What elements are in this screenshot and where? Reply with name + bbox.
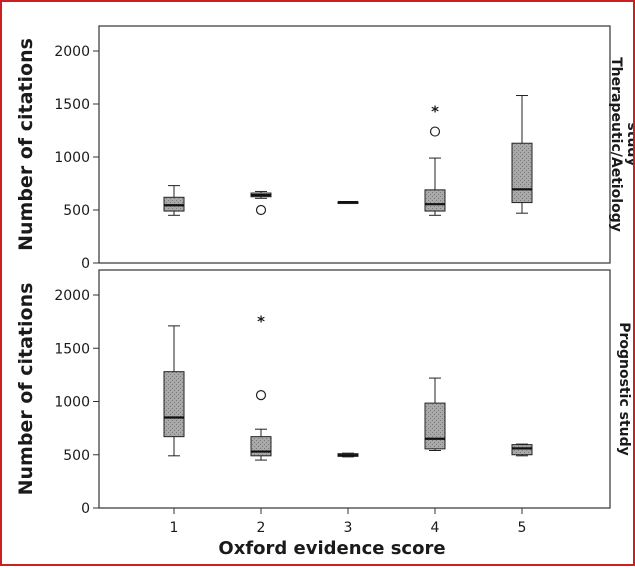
outlier-circle	[255, 204, 267, 216]
box-5	[511, 443, 533, 457]
y-tick-label: 500	[63, 203, 90, 219]
box-body	[511, 142, 533, 204]
y-axis-label: Number of citations	[15, 283, 37, 496]
y-tick-label: 2000	[54, 288, 90, 304]
box-body	[511, 444, 533, 456]
outlier-star: *	[431, 102, 439, 120]
box-3	[337, 452, 359, 458]
strip-label: study	[624, 122, 633, 166]
box-body	[163, 371, 185, 438]
x-tick-label: 1	[170, 520, 179, 536]
y-tick-label: 2000	[54, 44, 90, 60]
outlier-circle	[255, 390, 267, 401]
plot-area	[98, 25, 611, 264]
x-tick-label: 2	[257, 520, 266, 536]
box-3	[337, 200, 359, 205]
box-2	[250, 428, 272, 461]
y-tick-label: 1500	[54, 97, 90, 113]
y-tick-label: 0	[81, 501, 90, 517]
box-5	[511, 95, 533, 214]
box-4	[424, 157, 446, 216]
x-axis-label: Oxford evidence score	[218, 538, 445, 559]
box-1	[163, 325, 185, 457]
panel-2: 0 500 1000 1500 2000 Number of citations Progn…	[15, 269, 632, 536]
y-tick-label: 1000	[54, 150, 90, 166]
x-tick-label: 5	[518, 520, 527, 536]
strip-label: Prognostic study	[616, 322, 632, 456]
y-tick-label: 1500	[54, 341, 90, 357]
outlier-star: *	[257, 313, 265, 331]
strip-label: Therapeutic/Aetiology	[608, 57, 624, 232]
y-tick-label: 500	[63, 448, 90, 464]
panel-1: 0 500 1000 1500 2000 Number of citations Thera…	[15, 25, 635, 272]
y-axis-label: Number of citations	[15, 38, 37, 251]
x-tick-label: 4	[431, 520, 440, 536]
box-2	[250, 190, 272, 199]
y-tick-label: 1000	[54, 395, 90, 411]
box-body	[250, 436, 272, 457]
box-1	[163, 185, 185, 216]
y-tick-label: 0	[81, 256, 90, 272]
outlier-circle	[429, 126, 441, 137]
box-4	[424, 377, 446, 451]
box-body	[424, 189, 446, 212]
x-tick-label: 3	[344, 520, 353, 536]
box-body	[424, 402, 446, 450]
